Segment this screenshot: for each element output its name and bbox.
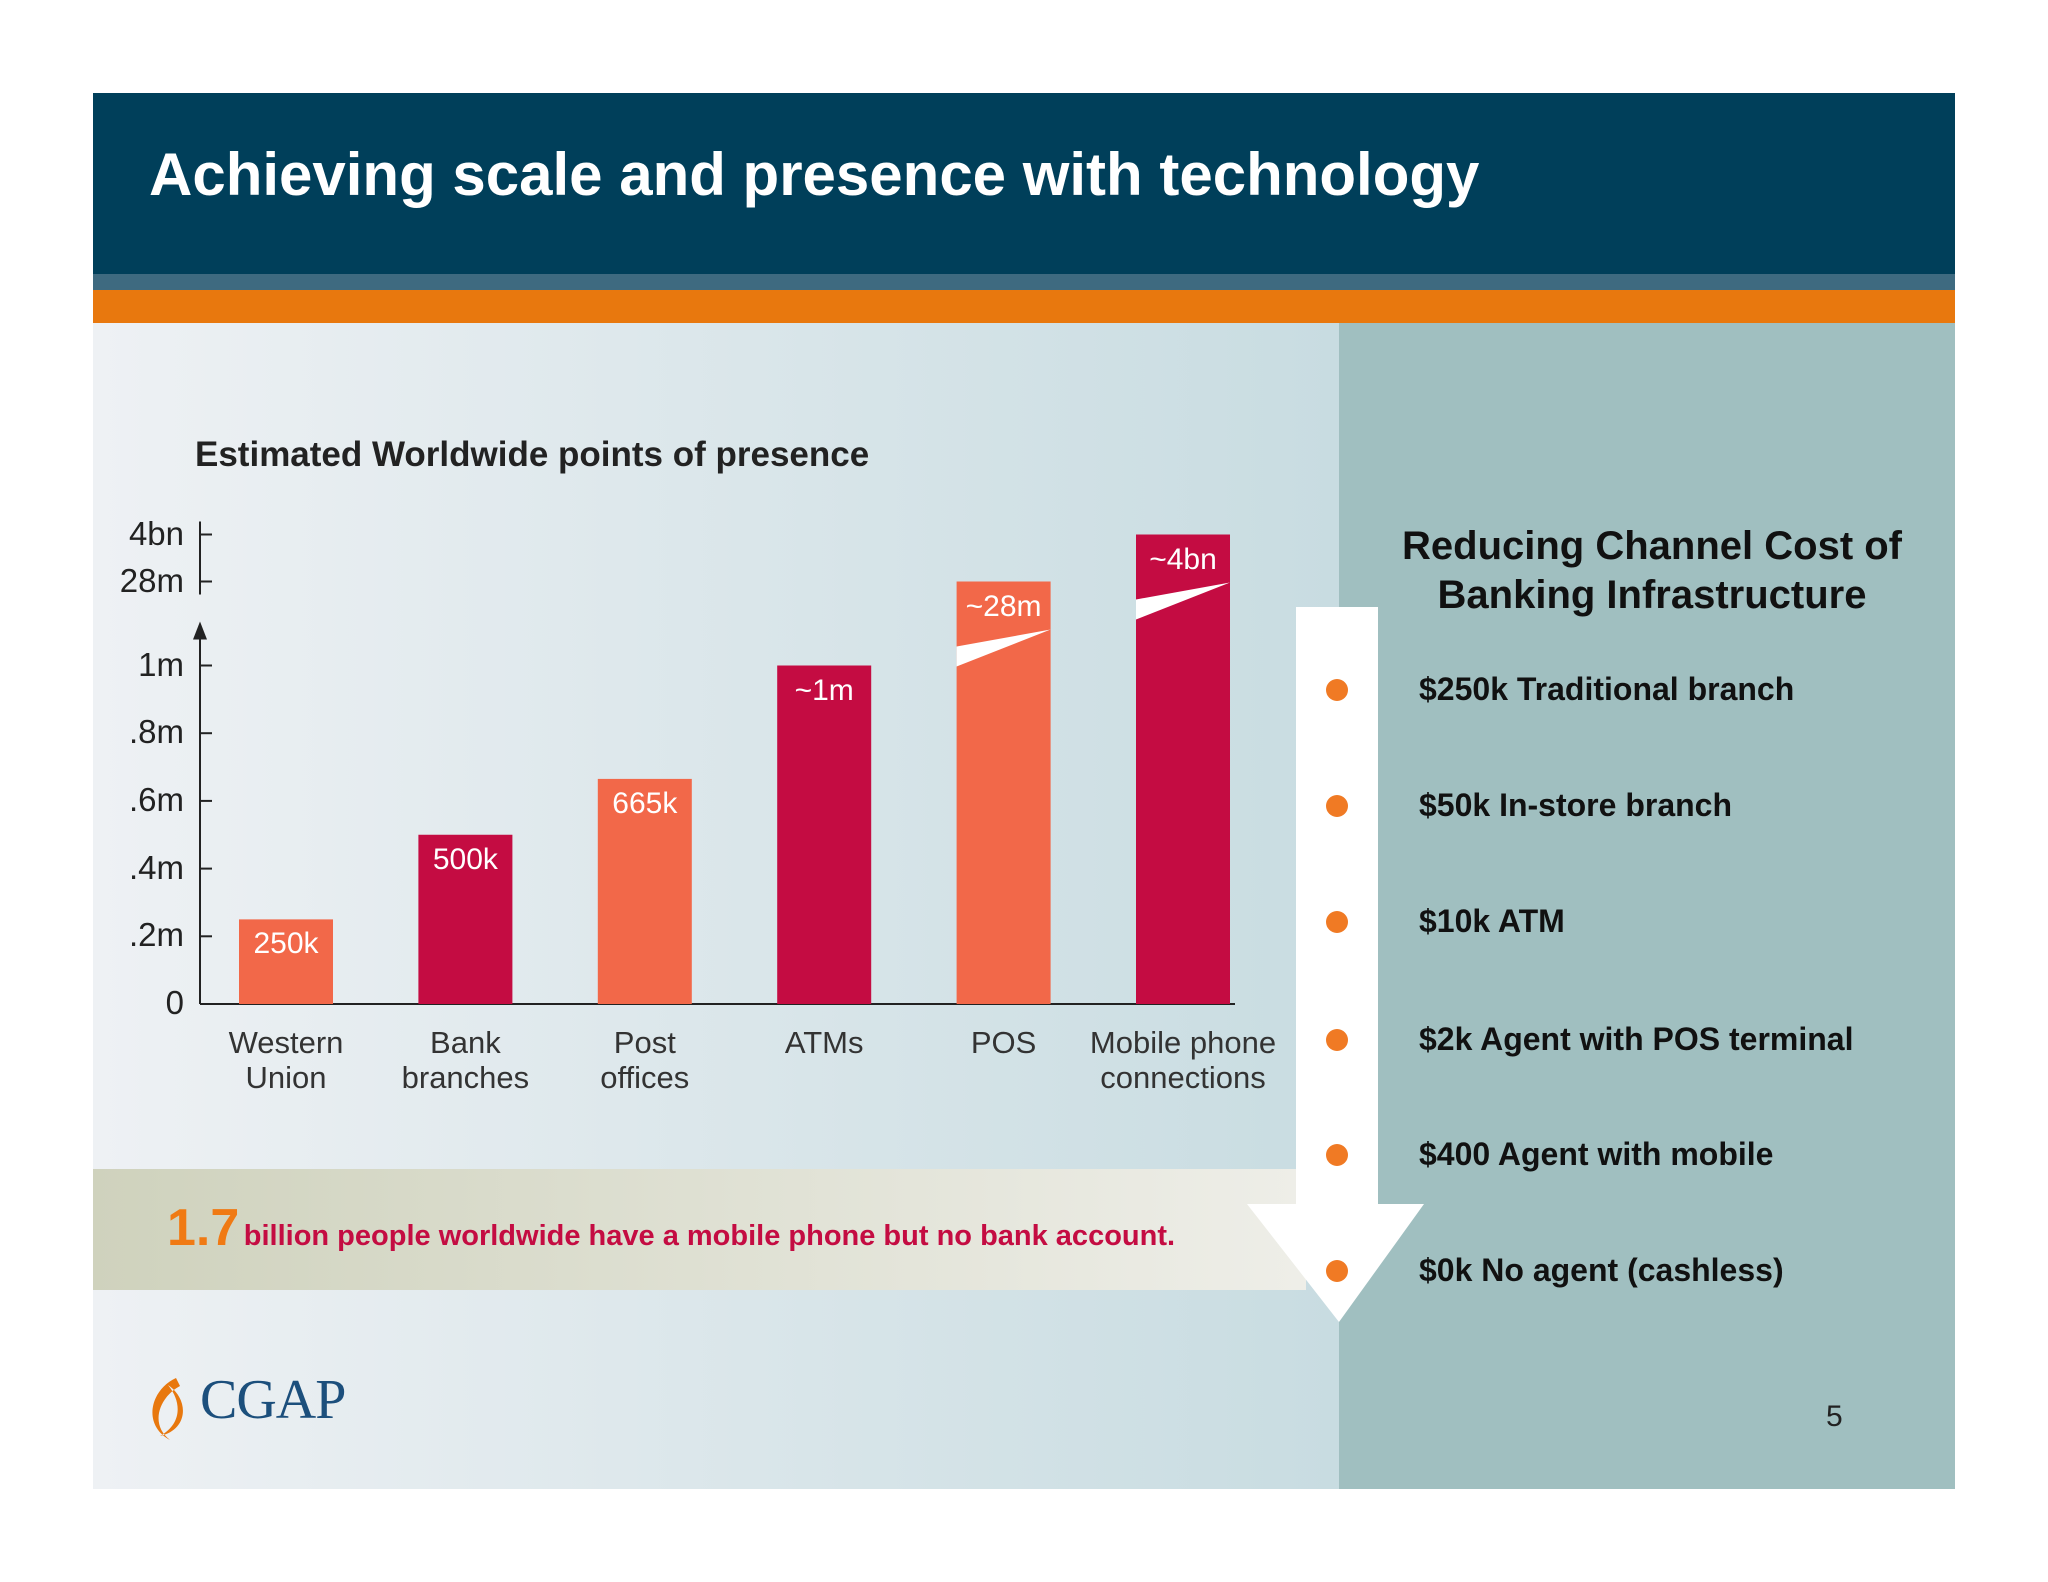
x-tick-label: Bank branches (401, 1025, 530, 1095)
cost-item: $50k In-store branch (1419, 787, 1732, 823)
x-tick-label: Post offices (600, 1025, 690, 1095)
y-tick-label: 0 (165, 984, 184, 1021)
value-label: 250k (253, 927, 319, 961)
axis-break-slash (1136, 582, 1230, 620)
callout-band (93, 1169, 1306, 1290)
value-label: ~4bn (1149, 542, 1217, 576)
slide-title: Achieving scale and presence with techno… (149, 141, 1480, 208)
logo-mark (152, 1378, 183, 1440)
bullet (1326, 1029, 1348, 1051)
value-label: 500k (432, 842, 498, 876)
header-accent (93, 290, 1955, 323)
callout: 1.7 billion people worldwide have a mobi… (167, 1198, 1175, 1258)
bullet (1326, 795, 1348, 817)
cost-item: $0k No agent (cashless) (1419, 1252, 1784, 1288)
cost-item: $10k ATM (1419, 903, 1565, 939)
logo-text: CGAP (200, 1369, 346, 1431)
y-tick-label: .6m (128, 780, 184, 818)
cost-title: Reducing Channel Cost of Banking Infrast… (1402, 524, 1902, 617)
chart-title: Estimated Worldwide points of presence (195, 435, 870, 474)
cost-item: $400 Agent with mobile (1419, 1136, 1774, 1172)
bullet (1326, 911, 1348, 933)
callout-text: billion people worldwide have a mobile p… (243, 1220, 1176, 1252)
bullet (1326, 1144, 1348, 1166)
y-tick-label: 4bn (128, 514, 184, 552)
y-axis-arrow (193, 621, 207, 640)
cost-panel-bg (1339, 323, 1955, 1489)
y-tick-label: .4m (128, 848, 184, 886)
y-tick-label: .8m (128, 713, 184, 751)
bar (239, 919, 333, 1004)
down-arrow (1247, 607, 1424, 1322)
x-tick-label: Western Union (228, 1025, 344, 1095)
header-stripe (93, 274, 1955, 290)
value-label: ~1m (794, 673, 854, 707)
x-tick-label: ATMs (784, 1025, 864, 1060)
value-label: 665k (612, 786, 678, 820)
y-tick-label: .2m (128, 916, 184, 954)
y-tick-label: 1m (138, 645, 184, 683)
x-tick-label: Mobile phone connections (1089, 1025, 1277, 1095)
body-bg (93, 323, 1339, 1489)
x-tick-label: POS (970, 1025, 1037, 1060)
bullet (1326, 679, 1348, 701)
value-label: ~28m (965, 589, 1042, 623)
axis-break-slash (956, 629, 1051, 667)
cost-item: $2k Agent with POS terminal (1419, 1021, 1854, 1057)
bar (777, 665, 872, 1004)
cost-item: $250k Traditional branch (1419, 671, 1795, 707)
page-number: 5 (1826, 1400, 1843, 1433)
header-bar (93, 93, 1955, 274)
callout-number: 1.7 (167, 1199, 240, 1257)
y-tick-label: 28m (119, 561, 184, 599)
bar (597, 778, 692, 1004)
bar (418, 834, 513, 1004)
bullet (1326, 1260, 1348, 1282)
